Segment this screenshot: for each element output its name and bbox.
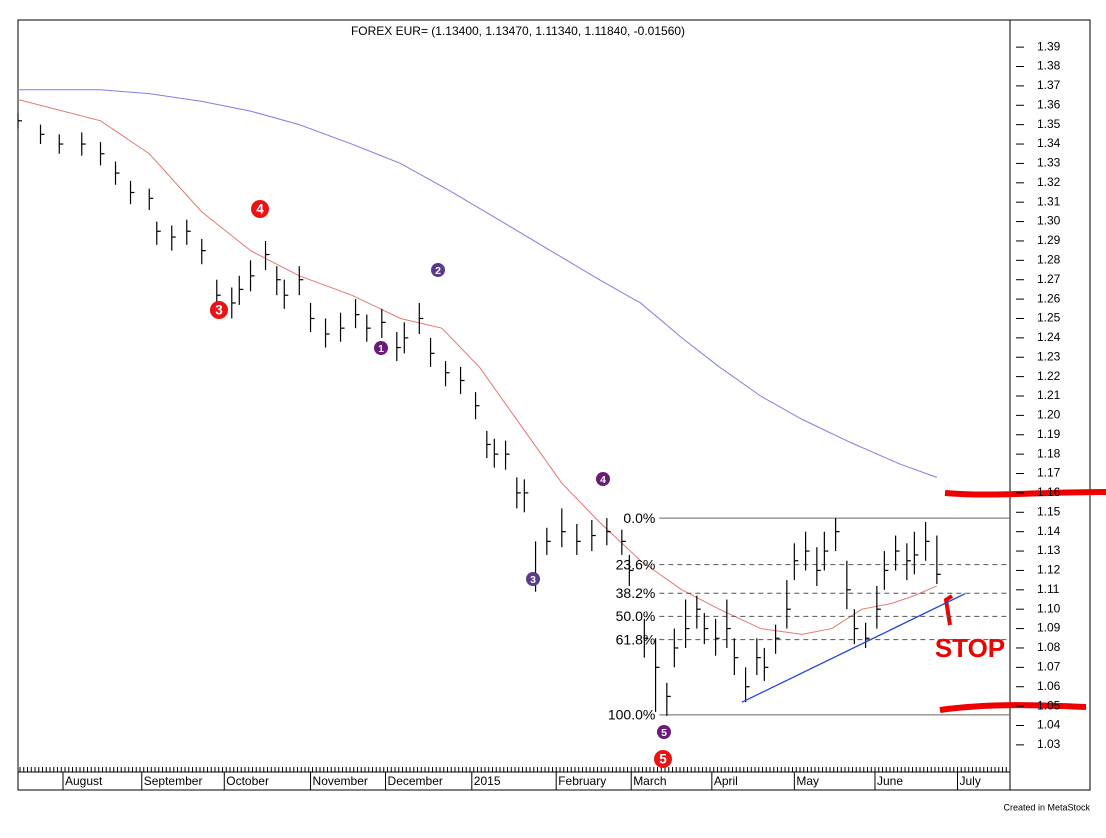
y-tick-label: 1.10	[1037, 601, 1061, 615]
stop-line-bottom	[939, 702, 1087, 713]
y-tick-label: 1.38	[1037, 59, 1061, 73]
x-tick-label: April	[714, 774, 738, 788]
x-tick-label: December	[388, 774, 443, 788]
stop-label: STOP	[935, 633, 1005, 663]
wave-marker	[596, 472, 610, 486]
y-tick-label: 1.07	[1037, 660, 1061, 674]
fib-label: 100.0%	[608, 707, 655, 723]
y-tick-label: 1.09	[1037, 621, 1061, 635]
y-tick-label: 1.04	[1037, 718, 1061, 732]
y-tick-label: 1.05	[1037, 698, 1061, 712]
ma-200	[18, 89, 938, 478]
x-tick-label: October	[226, 774, 269, 788]
fib-label: 50.0%	[616, 608, 656, 624]
y-tick-label: 1.06	[1037, 679, 1061, 693]
y-tick-label: 1.34	[1037, 136, 1061, 150]
x-tick-label: June	[877, 774, 903, 788]
fib-label: 38.2%	[616, 585, 656, 601]
wave-label: 1	[378, 343, 384, 355]
x-tick-label: July	[959, 774, 980, 788]
wave-marker	[374, 341, 388, 355]
y-tick-label: 1.30	[1037, 214, 1061, 228]
trendline	[741, 593, 966, 703]
y-tick-label: 1.12	[1037, 563, 1061, 577]
wave-marker	[526, 572, 540, 586]
x-tick-label: May	[796, 774, 819, 788]
x-tick-label: September	[144, 774, 203, 788]
y-tick-label: 1.14	[1037, 524, 1061, 538]
wave-label: 2	[435, 265, 441, 277]
wave-marker	[657, 725, 671, 739]
ma-50	[17, 98, 938, 635]
wave-label: 5	[659, 752, 667, 767]
wave-marker	[654, 750, 672, 768]
y-tick-label: 1.19	[1037, 427, 1061, 441]
x-tick-label: November	[313, 774, 368, 788]
y-tick-label: 1.16	[1037, 485, 1061, 499]
fib-label: 23.6%	[616, 556, 656, 572]
y-tick-label: 1.39	[1037, 39, 1061, 53]
wave-label: 4	[600, 474, 606, 486]
y-tick-label: 1.24	[1037, 330, 1061, 344]
y-tick-label: 1.17	[1037, 466, 1061, 480]
wave-label: 4	[256, 202, 264, 217]
y-tick-label: 1.13	[1037, 543, 1061, 557]
y-tick-label: 1.21	[1037, 388, 1061, 402]
y-tick-label: 1.22	[1037, 369, 1061, 383]
y-tick-label: 1.11	[1037, 582, 1060, 596]
y-tick-label: 1.25	[1037, 311, 1061, 325]
y-tick-label: 1.26	[1037, 291, 1061, 305]
y-tick-label: 1.23	[1037, 349, 1061, 363]
y-tick-label: 1.08	[1037, 640, 1061, 654]
y-tick-label: 1.29	[1037, 233, 1061, 247]
wave-marker	[210, 301, 228, 319]
y-tick-label: 1.15	[1037, 504, 1061, 518]
wave-marker	[431, 263, 445, 277]
wave-marker	[251, 200, 269, 218]
footer: Created in MetaStock	[1003, 802, 1090, 812]
y-tick-label: 1.28	[1037, 253, 1061, 267]
x-tick-label: February	[558, 774, 606, 788]
wave-label: 3	[215, 303, 223, 318]
wave-label: 3	[530, 574, 536, 586]
chart-title: FOREX EUR= (1.13400, 1.13470, 1.11340, 1…	[351, 24, 685, 38]
y-tick-label: 1.03	[1037, 737, 1061, 751]
wave-label: 5	[661, 727, 667, 739]
fib-label: 61.8%	[616, 631, 656, 647]
x-tick-label: March	[633, 774, 666, 788]
y-tick-label: 1.36	[1037, 97, 1061, 111]
y-tick-label: 1.37	[1037, 78, 1061, 92]
y-tick-label: 1.20	[1037, 408, 1061, 422]
y-tick-label: 1.18	[1037, 446, 1061, 460]
y-tick-label: 1.32	[1037, 175, 1061, 189]
stop-line-top	[944, 489, 1106, 498]
y-tick-label: 1.31	[1037, 194, 1061, 208]
frame	[17, 19, 1091, 791]
y-tick-label: 1.35	[1037, 117, 1061, 131]
x-tick-label: August	[65, 774, 103, 788]
x-tick-label: 2015	[474, 774, 501, 788]
y-tick-label: 1.27	[1037, 272, 1061, 286]
fib-label: 0.0%	[623, 510, 655, 526]
y-tick-label: 1.33	[1037, 156, 1061, 170]
